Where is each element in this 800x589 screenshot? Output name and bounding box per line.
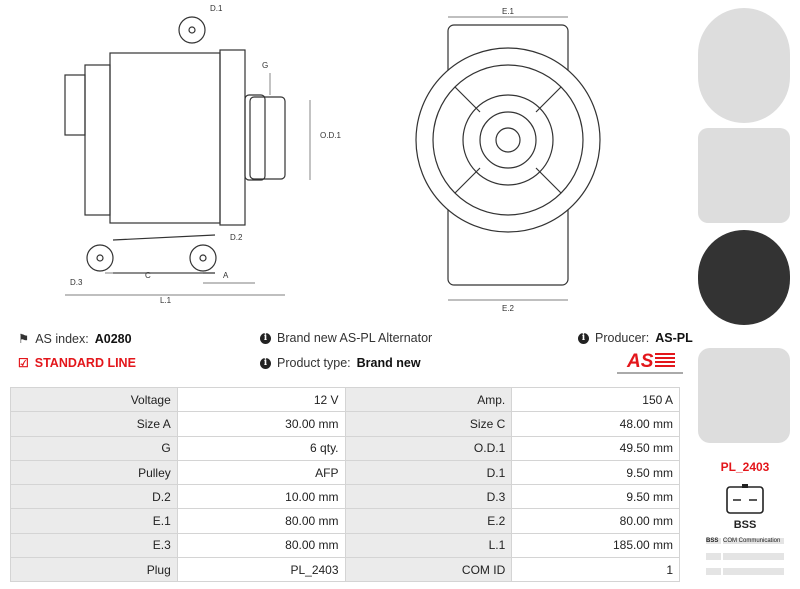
spec-label: D.1 xyxy=(344,459,513,486)
spec-label: Size C xyxy=(344,411,513,437)
brand-new-text: Brand new AS-PL Alternator xyxy=(277,331,433,345)
front-view-drawing: E.1 E.2 xyxy=(415,7,601,313)
label-a: A xyxy=(223,271,229,280)
spec-label: L.1 xyxy=(344,532,513,559)
producer-label: Producer: xyxy=(595,331,650,345)
spec-value: PL_2403 xyxy=(176,557,346,583)
info-icon: i xyxy=(260,357,271,369)
spec-table: Voltage 12 V Amp. 150 A Size A 30.00 mm Size C… xyxy=(10,386,680,583)
standard-line-label: STANDARD LINE xyxy=(34,356,136,370)
spec-value: 80.00 mm xyxy=(511,508,680,534)
com-code: BSS xyxy=(706,538,721,544)
spec-value: 1 xyxy=(511,557,680,583)
spec-value: 80.00 mm xyxy=(176,508,346,534)
label-l1: L.1 xyxy=(160,296,172,305)
brand-new-info: i Brand new AS-PL Alternator xyxy=(260,331,432,345)
com-empty-cell xyxy=(723,553,784,560)
info-icon: i xyxy=(260,332,271,344)
product-type: i Product type: Brand new xyxy=(260,356,421,370)
plug-connector-icon xyxy=(726,484,764,514)
spec-value: 6 qty. xyxy=(176,435,346,461)
product-photo-angle[interactable] xyxy=(698,348,790,443)
product-photo-rear[interactable] xyxy=(698,230,790,325)
spec-label: Plug xyxy=(10,557,178,583)
spec-label: D.3 xyxy=(344,484,513,510)
tag-icon: ⚑ xyxy=(18,332,30,346)
com-row: BSS COM Communication xyxy=(706,538,784,544)
checkbox-icon: ☑ xyxy=(18,356,29,370)
spec-label: E.2 xyxy=(344,508,513,534)
as-index-label: AS index: xyxy=(35,331,89,346)
as-pl-logo: AS xyxy=(617,351,683,374)
spec-label: E.3 xyxy=(10,532,178,559)
spec-row: E.1 80.00 mm E.2 80.00 mm xyxy=(10,508,680,534)
label-c: C xyxy=(145,271,151,280)
spec-row: Plug PL_2403 COM ID 1 xyxy=(10,557,680,583)
producer: i Producer: AS-PL xyxy=(578,331,693,345)
spec-label: D.2 xyxy=(10,484,178,510)
spec-label: COM ID xyxy=(344,557,513,583)
info-icon: i xyxy=(578,332,589,344)
label-g: G xyxy=(262,61,268,70)
spec-value: AFP xyxy=(176,459,346,486)
producer-value: AS-PL xyxy=(655,331,693,345)
spec-label: Pulley xyxy=(10,459,178,486)
plug-code: PL_2403 xyxy=(720,460,770,474)
spec-value: 9.50 mm xyxy=(511,459,680,486)
label-d2: D.2 xyxy=(230,233,243,242)
spec-row: Size A 30.00 mm Size C 48.00 mm xyxy=(10,411,680,437)
spec-value: 30.00 mm xyxy=(176,411,346,437)
as-index: ⚑ AS index: A0280 xyxy=(18,331,132,347)
standard-line: ☑ STANDARD LINE xyxy=(18,356,136,370)
spec-value: 48.00 mm xyxy=(511,411,680,437)
spec-row: Pulley AFP D.1 9.50 mm xyxy=(10,459,680,486)
spec-label: O.D.1 xyxy=(344,435,513,461)
spec-value: 10.00 mm xyxy=(176,484,346,510)
spec-value: 12 V xyxy=(176,386,346,413)
label-od1: O.D.1 xyxy=(320,131,341,140)
label-e1: E.1 xyxy=(502,7,515,16)
spec-row: Voltage 12 V Amp. 150 A xyxy=(10,386,680,413)
spec-row: D.2 10.00 mm D.3 9.50 mm xyxy=(10,484,680,510)
as-index-value: A0280 xyxy=(94,331,132,346)
com-empty-cell xyxy=(706,553,721,560)
spec-value: 49.50 mm xyxy=(511,435,680,461)
product-type-value: Brand new xyxy=(356,356,421,370)
spec-label: Size A xyxy=(10,411,178,437)
spec-value: 150 A xyxy=(511,386,680,413)
spec-label: Amp. xyxy=(344,386,513,413)
spec-value: 80.00 mm xyxy=(176,532,346,559)
spec-label: E.1 xyxy=(10,508,178,534)
label-e2: E.2 xyxy=(502,304,515,313)
com-empty-cell xyxy=(706,568,721,575)
svg-text:AS: AS xyxy=(626,351,654,372)
product-photo-front[interactable] xyxy=(698,8,790,123)
spec-value: 185.00 mm xyxy=(511,532,680,559)
spec-value: 9.50 mm xyxy=(511,484,680,510)
product-type-label: Product type: xyxy=(277,356,351,370)
spec-row: E.3 80.00 mm L.1 185.00 mm xyxy=(10,532,680,559)
plug-type: BSS xyxy=(733,519,757,531)
label-d3: D.3 xyxy=(70,278,83,287)
spec-label: G xyxy=(10,435,178,461)
label-d1: D.1 xyxy=(210,5,223,13)
side-view-drawing: D.1 G O.D.1 D.2 D.3 C A L.1 xyxy=(64,5,341,305)
com-empty-cell xyxy=(723,568,784,575)
com-label: COM Communication xyxy=(723,538,784,544)
spec-label: Voltage xyxy=(10,386,178,413)
product-photo-side[interactable] xyxy=(698,128,790,223)
